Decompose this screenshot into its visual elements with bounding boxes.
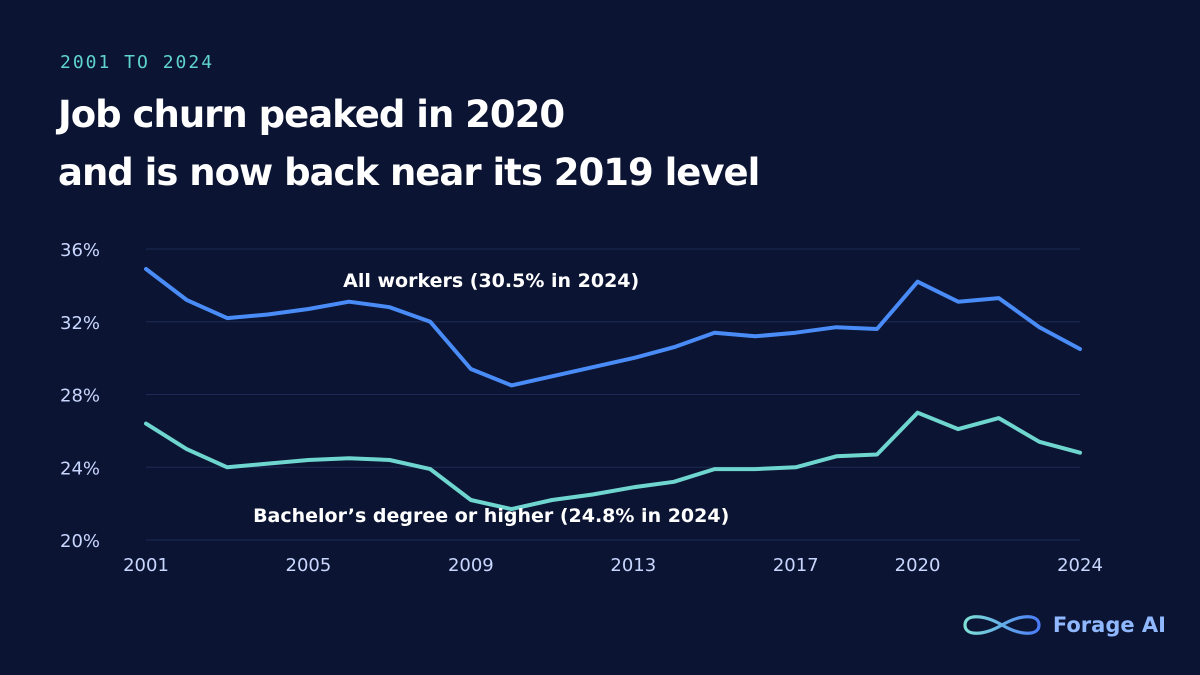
- x-tick-label: 2013: [610, 555, 656, 576]
- y-tick-label: 20%: [60, 531, 100, 552]
- chart-title-line-1: Job churn peaked in 2020: [58, 93, 565, 136]
- chart-title: Job churn peaked in 2020 and is now back…: [58, 86, 760, 202]
- y-tick-label: 28%: [60, 386, 100, 407]
- brand-logo[interactable]: Forage AI: [961, 612, 1166, 638]
- x-tick-label: 2024: [1057, 555, 1103, 576]
- gridlines: [146, 248, 1080, 541]
- y-axis-ticks: 20% 24% 28% 32% 36%: [60, 240, 100, 552]
- series-labels: All workers (30.5% in 2024) Bachelor’s de…: [253, 270, 729, 527]
- infinity-logo-icon: [963, 615, 1041, 635]
- chart-title-line-2: and is now back near its 2019 level: [58, 151, 760, 194]
- y-tick-label: 24%: [60, 458, 100, 479]
- x-tick-label: 2005: [286, 555, 332, 576]
- x-tick-label: 2001: [123, 555, 169, 576]
- x-tick-label: 2009: [448, 555, 494, 576]
- x-tick-label: 2017: [773, 555, 819, 576]
- brand-name: Forage AI: [1052, 613, 1166, 637]
- x-tick-label: 2020: [895, 555, 941, 576]
- series-label-all-workers: All workers (30.5% in 2024): [343, 270, 639, 292]
- series-lines: [144, 267, 1082, 512]
- series-line-bachelors: [144, 410, 1082, 512]
- x-axis-ticks: 2001 2005 2009 2013 2017 2020 2024: [123, 555, 1103, 576]
- eyebrow-label: 2001 TO 2024: [60, 52, 215, 73]
- series-label-bachelors: Bachelor’s degree or higher (24.8% in 20…: [253, 505, 729, 527]
- y-tick-label: 32%: [60, 313, 100, 334]
- y-tick-label: 36%: [60, 240, 100, 261]
- series-line-all-workers: [144, 267, 1082, 388]
